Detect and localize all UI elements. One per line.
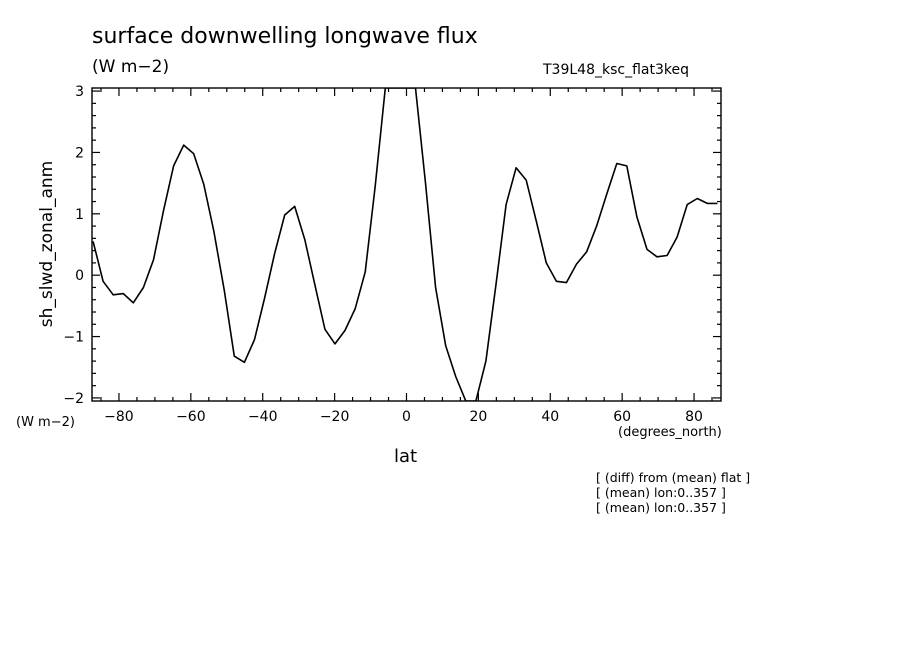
x-axis-label: lat [394, 446, 418, 467]
series-line [92, 88, 718, 401]
y-tick-label: 3 [75, 84, 84, 100]
x-axis-units: (degrees_north) [618, 425, 722, 440]
y-tick-label: 0 [75, 268, 84, 284]
x-tick-label: −40 [248, 409, 278, 425]
y-tick-label: 1 [75, 207, 84, 223]
y-axis-units: (W m−2) [16, 415, 75, 430]
plot-frame [91, 87, 722, 402]
processing-notes: [ (diff) from (mean) flat ] [ (mean) lon… [596, 470, 750, 515]
x-tick-label: 20 [469, 409, 487, 425]
x-tick-label: 80 [685, 409, 703, 425]
note-line: [ (mean) lon:0..357 ] [596, 485, 726, 500]
run-name: T39L48_ksc_flat3keq [543, 62, 689, 78]
x-tick-label: 60 [613, 409, 631, 425]
y-tick-label: −2 [63, 391, 84, 407]
y-tick-label: −1 [63, 330, 84, 346]
note-line: [ (diff) from (mean) flat ] [596, 470, 751, 485]
y-axis-label: sh_slwd_zonal_anm [37, 161, 57, 327]
tick-labels: −80 −60 −40 −20 0 20 40 60 80 −2 −1 0 1 2 3 [63, 84, 703, 425]
note-line: [ (mean) lon:0..357 ] [596, 500, 726, 515]
x-tick-label: −60 [176, 409, 206, 425]
axis-ticks [92, 88, 721, 401]
x-tick-label: −80 [104, 409, 134, 425]
x-tick-label: 40 [541, 409, 559, 425]
x-tick-label: 0 [402, 409, 411, 425]
y-tick-label: 2 [75, 145, 84, 161]
chart-title: surface downwelling longwave flux [92, 24, 478, 49]
chart-units: (W m−2) [92, 57, 170, 77]
x-tick-label: −20 [320, 409, 350, 425]
